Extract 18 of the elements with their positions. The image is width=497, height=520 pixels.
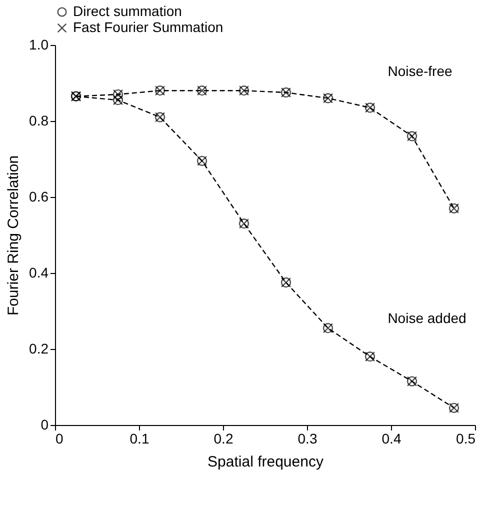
- y-tick-label: 1.0: [29, 36, 49, 52]
- x-tick-label: 0.5: [456, 430, 476, 446]
- y-axis-title: Fourier Ring Correlation: [5, 155, 22, 316]
- x-tick-label: 0.4: [382, 430, 402, 446]
- x-tick-label: 0.3: [298, 430, 318, 446]
- x-axis-title: Spatial frequency: [208, 454, 324, 470]
- y-tick-label: 0.8: [29, 112, 49, 128]
- annotation: Noise added: [388, 310, 466, 326]
- y-tick-label: 0.6: [29, 188, 49, 204]
- annotation: Noise-free: [388, 63, 452, 79]
- legend-label: Fast Fourier Summation: [73, 19, 224, 35]
- legend-label: Direct summation: [73, 3, 182, 19]
- x-tick-label: 0.2: [214, 430, 234, 446]
- x-tick-label: 0.1: [130, 430, 150, 446]
- y-tick-label: 0.4: [29, 264, 49, 280]
- y-tick-label: 0.2: [29, 340, 49, 356]
- y-tick-label: 0: [40, 416, 49, 432]
- x-tick-label: 0: [56, 430, 64, 446]
